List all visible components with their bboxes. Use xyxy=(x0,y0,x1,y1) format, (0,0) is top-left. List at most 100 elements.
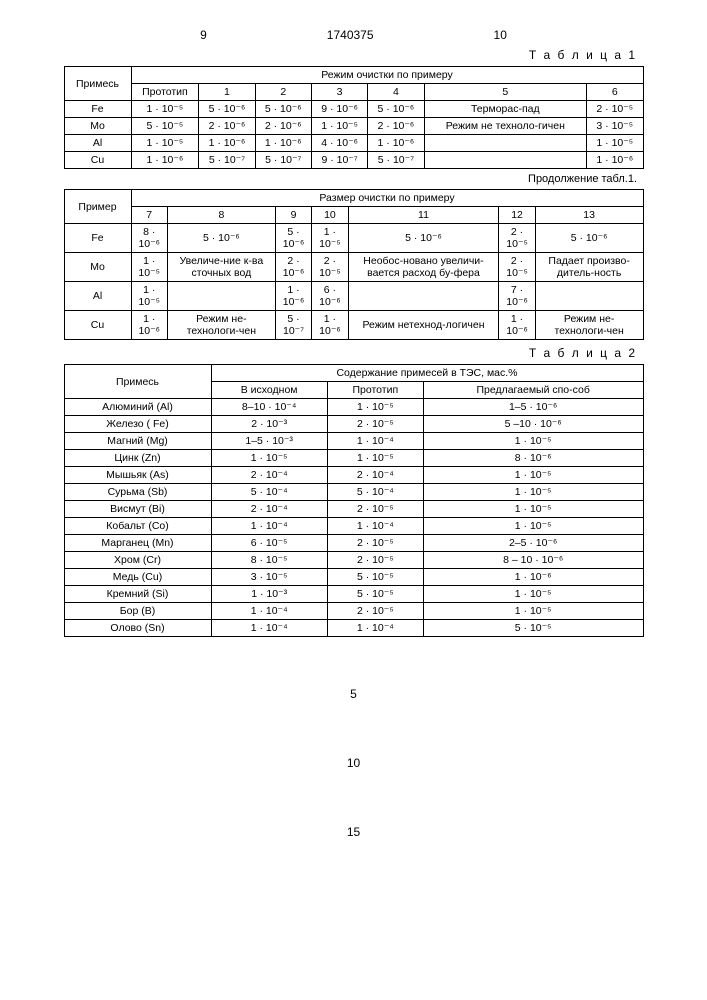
cell: Режим не техноло-гичен xyxy=(424,118,587,135)
cell: 8–10 · 10⁻⁴ xyxy=(211,399,327,416)
row-label: Сурьма (Sb) xyxy=(64,484,211,501)
cell: 2 · 10⁻⁵ xyxy=(327,603,423,620)
row-label: Марганец (Mn) xyxy=(64,535,211,552)
table-row: Бор (B)1 · 10⁻⁴2 · 10⁻⁵1 · 10⁻⁵ xyxy=(64,603,643,620)
footer-numbers: 5 10 15 xyxy=(36,687,671,839)
row-label: Cu xyxy=(64,152,131,169)
cell: 2 · 10⁻⁴ xyxy=(211,467,327,484)
table-row: Мышьяк (As)2 · 10⁻⁴2 · 10⁻⁴1 · 10⁻⁵ xyxy=(64,467,643,484)
cell: 1 · 10⁻⁵ xyxy=(327,399,423,416)
cell: 2 · 10⁻⁶ xyxy=(368,118,424,135)
table-row: Хром (Cr)8 · 10⁻⁵2 · 10⁻⁵8 – 10 · 10⁻⁶ xyxy=(64,552,643,569)
cell: 2 · 10⁻⁴ xyxy=(211,501,327,518)
cell: 2 · 10⁻⁶ xyxy=(275,253,311,282)
cell: 1 · 10⁻⁶ xyxy=(499,311,535,340)
t2-rowheader: Примесь xyxy=(64,365,211,399)
cell: 5 · 10⁻⁶ xyxy=(275,224,311,253)
cell: 5 · 10⁻⁶ xyxy=(348,224,499,253)
row-label: Mo xyxy=(64,253,131,282)
row-label: Al xyxy=(64,282,131,311)
cell: 1 · 10⁻⁶ xyxy=(423,569,643,586)
table-row: Кобальт (Co)1 · 10⁻⁴1 · 10⁻⁴1 · 10⁻⁵ xyxy=(64,518,643,535)
t1b-col-row: 78910111213 xyxy=(64,207,643,224)
cell: Терморас-пад xyxy=(424,101,587,118)
cell: 1 · 10⁻⁵ xyxy=(131,135,199,152)
col-header: 3 xyxy=(311,84,367,101)
col-header: 10 xyxy=(312,207,348,224)
col-header: В исходном xyxy=(211,382,327,399)
cell: 5 · 10⁻⁶ xyxy=(368,101,424,118)
row-label: Мышьяк (As) xyxy=(64,467,211,484)
cell: 5 · 10⁻⁵ xyxy=(327,586,423,603)
cell: Режим нетехнод-логичен xyxy=(348,311,499,340)
cell: 1 · 10⁻⁴ xyxy=(211,518,327,535)
col-header: 9 xyxy=(275,207,311,224)
footer-n3: 15 xyxy=(36,825,671,839)
cell: 8 · 10⁻⁶ xyxy=(423,450,643,467)
table-row: Железо ( Fe)2 · 10⁻³2 · 10⁻⁵5 –10 · 10⁻⁶ xyxy=(64,416,643,433)
row-label: Железо ( Fe) xyxy=(64,416,211,433)
footer-n1: 5 xyxy=(36,687,671,701)
cell: 5 · 10⁻⁶ xyxy=(199,101,255,118)
cell: 5 · 10⁻⁶ xyxy=(535,224,643,253)
cell: 1 · 10⁻⁴ xyxy=(327,518,423,535)
cell: 7 · 10⁻⁶ xyxy=(499,282,535,311)
cell: 5 · 10⁻⁷ xyxy=(275,311,311,340)
cell: 1 · 10⁻⁶ xyxy=(587,152,643,169)
cell xyxy=(424,152,587,169)
cell: 1 · 10⁻⁵ xyxy=(423,586,643,603)
cell: 1 · 10⁻⁵ xyxy=(311,118,367,135)
cell: 3 · 10⁻⁵ xyxy=(587,118,643,135)
cell: 1 · 10⁻⁵ xyxy=(423,467,643,484)
cell: 1 · 10⁻⁶ xyxy=(275,282,311,311)
cell: 1 · 10⁻⁵ xyxy=(131,282,167,311)
cell: 2 · 10⁻⁵ xyxy=(327,535,423,552)
cell: 8 · 10⁻⁶ xyxy=(131,224,167,253)
col-header: 12 xyxy=(499,207,535,224)
doc-number: 1740375 xyxy=(327,28,374,42)
cell: 2 · 10⁻⁶ xyxy=(255,118,311,135)
cell: Необос-новано увеличи-вается расход бу-ф… xyxy=(348,253,499,282)
t1a-rowheader: Примесь xyxy=(64,67,131,101)
table-row: Кремний (Si)1 · 10⁻³5 · 10⁻⁵1 · 10⁻⁵ xyxy=(64,586,643,603)
cell: 1 · 10⁻⁶ xyxy=(131,152,199,169)
table-row: Медь (Cu)3 · 10⁻⁵5 · 10⁻⁵1 · 10⁻⁶ xyxy=(64,569,643,586)
col-left-num: 9 xyxy=(200,28,207,42)
cell: 9 · 10⁻⁷ xyxy=(311,152,367,169)
cell: 1 · 10⁻⁴ xyxy=(327,433,423,450)
cell: 1 · 10⁻⁴ xyxy=(211,603,327,620)
t1b-rowheader: Пример xyxy=(64,190,131,224)
row-label: Кобальт (Co) xyxy=(64,518,211,535)
cell: Режим не-технологи-чен xyxy=(167,311,275,340)
cell: 1 · 10⁻⁵ xyxy=(131,253,167,282)
cell: 9 · 10⁻⁶ xyxy=(311,101,367,118)
row-label: Mo xyxy=(64,118,131,135)
continuation-label: Продолжение табл.1. xyxy=(36,173,637,185)
cell: 8 · 10⁻⁵ xyxy=(211,552,327,569)
table-row: Марганец (Mn)6 · 10⁻⁵2 · 10⁻⁵2–5 · 10⁻⁶ xyxy=(64,535,643,552)
cell: 1 · 10⁻⁵ xyxy=(423,518,643,535)
cell: 1–5 · 10⁻³ xyxy=(211,433,327,450)
table-row: Олово (Sn)1 · 10⁻⁴1 · 10⁻⁴5 · 10⁻⁵ xyxy=(64,620,643,637)
t1a-groupheader: Режим очистки по примеру xyxy=(131,67,643,84)
col-header: Предлагаемый спо-соб xyxy=(423,382,643,399)
cell: 5 · 10⁻⁶ xyxy=(255,101,311,118)
row-label: Кремний (Si) xyxy=(64,586,211,603)
cell: 2 · 10⁻⁵ xyxy=(327,501,423,518)
cell: Режим не-технологи-чен xyxy=(535,311,643,340)
cell xyxy=(535,282,643,311)
table-row: Al1 · 10⁻⁵1 · 10⁻⁶6 · 10⁻⁶7 · 10⁻⁶ xyxy=(64,282,643,311)
row-label: Al xyxy=(64,135,131,152)
row-label: Олово (Sn) xyxy=(64,620,211,637)
cell: Увеличе-ние к-ва сточных вод xyxy=(167,253,275,282)
cell: 2 · 10⁻⁵ xyxy=(499,253,535,282)
table-row: Fe1 · 10⁻⁵5 · 10⁻⁶5 · 10⁻⁶9 · 10⁻⁶5 · 10… xyxy=(64,101,643,118)
table-row: Al1 · 10⁻⁵1 · 10⁻⁶1 · 10⁻⁶4 · 10⁻⁶1 · 10… xyxy=(64,135,643,152)
table-row: Mo5 · 10⁻⁵2 · 10⁻⁶2 · 10⁻⁶1 · 10⁻⁵2 · 10… xyxy=(64,118,643,135)
cell: 1 · 10⁻⁶ xyxy=(312,311,348,340)
footer-n2: 10 xyxy=(36,756,671,770)
cell: 1–5 · 10⁻⁶ xyxy=(423,399,643,416)
cell: 1 · 10⁻⁵ xyxy=(131,101,199,118)
cell: 5 · 10⁻⁵ xyxy=(423,620,643,637)
cell: 1 · 10⁻⁵ xyxy=(327,450,423,467)
